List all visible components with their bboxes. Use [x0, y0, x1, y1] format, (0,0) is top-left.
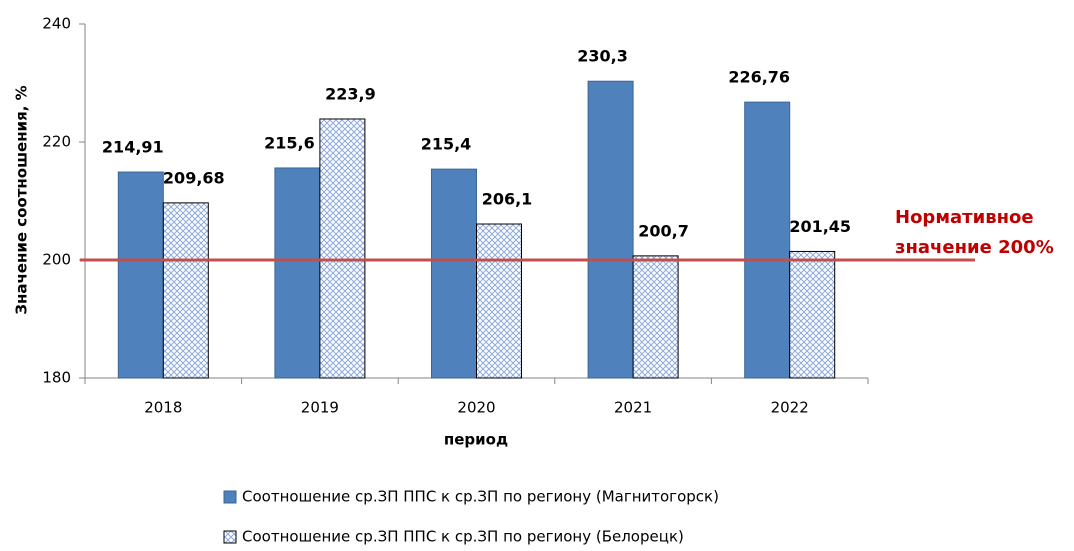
legend-swatch: [223, 530, 237, 544]
y-tick-label: 200: [42, 251, 71, 269]
value-label: 230,3: [577, 47, 628, 66]
value-label: 214,91: [102, 138, 164, 157]
legend-label: Соотношение ср.ЗП ППС к ср.ЗП по региону…: [242, 488, 719, 506]
bar: [476, 223, 522, 379]
y-tick-label: 220: [42, 133, 71, 151]
legend-swatch: [223, 490, 237, 504]
bar: [319, 118, 366, 379]
y-tick-label: 180: [42, 369, 71, 387]
value-label: 226,76: [728, 68, 790, 87]
reference-label: значение 200%: [895, 237, 1054, 258]
bar: [431, 168, 477, 379]
bar: [274, 167, 321, 379]
x-tick-label: 2021: [614, 399, 652, 417]
bar: [789, 250, 836, 379]
x-tick-label: 2019: [301, 399, 339, 417]
value-label: 209,68: [163, 168, 225, 187]
bar: [117, 171, 164, 379]
legend-label: Соотношение ср.ЗП ППС к ср.ЗП по региону…: [242, 528, 684, 546]
x-axis-title: период: [444, 431, 508, 449]
value-label: 215,4: [421, 135, 472, 154]
bar: [162, 202, 209, 379]
value-label: 206,1: [482, 190, 533, 209]
x-tick-label: 2018: [144, 399, 182, 417]
x-tick-label: 2020: [457, 399, 495, 417]
bar: [744, 101, 791, 379]
value-label: 215,6: [264, 133, 315, 152]
y-axis-title: Значение соотношения, %: [13, 85, 31, 314]
value-label: 201,45: [789, 217, 851, 236]
value-label: 200,7: [638, 221, 689, 240]
x-tick-label: 2022: [771, 399, 809, 417]
bar: [632, 255, 679, 379]
bar: [587, 80, 634, 379]
reference-label: Нормативное: [895, 207, 1034, 228]
y-tick-label: 240: [42, 15, 71, 33]
value-label: 223,9: [325, 84, 376, 103]
